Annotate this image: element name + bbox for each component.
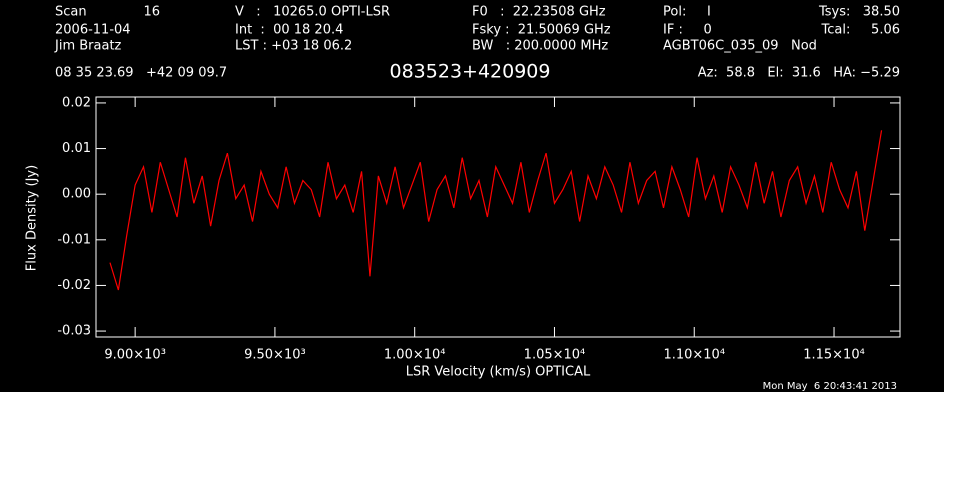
header-text: F0 : 22.23508 GHz	[472, 5, 606, 20]
x-tick-label: 1.10×10⁴	[663, 348, 725, 363]
x-tick-label: 1.00×10⁴	[384, 348, 446, 363]
x-tick-label: 9.00×10³	[104, 348, 166, 363]
y-axis-label: Flux Density (Jy)	[25, 165, 40, 271]
y-tick-label: -0.02	[57, 278, 91, 293]
header-text: LST : +03 18 06.2	[235, 39, 352, 54]
header-text: Tsys: 38.50	[818, 5, 900, 20]
x-tick-label: 1.15×10⁴	[803, 348, 865, 363]
header-text: Scan	[55, 5, 87, 20]
header-text: Mon May 6 20:43:41 2013	[763, 381, 897, 392]
x-axis-label: LSR Velocity (km/s) OPTICAL	[406, 365, 591, 380]
header-text: Jim Braatz	[54, 39, 122, 54]
x-tick-label: 9.50×10³	[244, 348, 306, 363]
chart-title: 083523+420909	[390, 61, 551, 83]
header-text: V : 10265.0 OPTI-LSR	[235, 5, 390, 20]
y-tick-label: -0.03	[57, 324, 91, 339]
header-text: AGBT06C_035_09 Nod	[663, 39, 817, 54]
header-text: 2006-11-04	[55, 23, 131, 38]
header-text: 16	[143, 5, 160, 20]
header-text: Az: 58.8 El: 31.6 HA: −5.29	[698, 66, 900, 81]
x-tick-label: 1.05×10⁴	[524, 348, 586, 363]
header-text: BW : 200.0000 MHz	[472, 39, 608, 54]
y-tick-label: 0.00	[62, 187, 91, 202]
y-tick-label: 0.01	[62, 141, 91, 156]
header-text: Tcal: 5.06	[821, 23, 900, 38]
header-text: 08 35 23.69 +42 09 09.7	[55, 66, 227, 81]
header-text: Fsky : 21.50069 GHz	[472, 23, 611, 38]
spectrum-line	[109, 130, 883, 291]
header-text: Int : 00 18 20.4	[235, 23, 343, 38]
y-tick-label: -0.01	[57, 232, 91, 247]
header-text: IF : 0	[663, 23, 712, 38]
y-tick-label: 0.02	[62, 95, 91, 110]
header-text: Pol: I	[663, 5, 711, 20]
plot-frame	[95, 96, 901, 338]
